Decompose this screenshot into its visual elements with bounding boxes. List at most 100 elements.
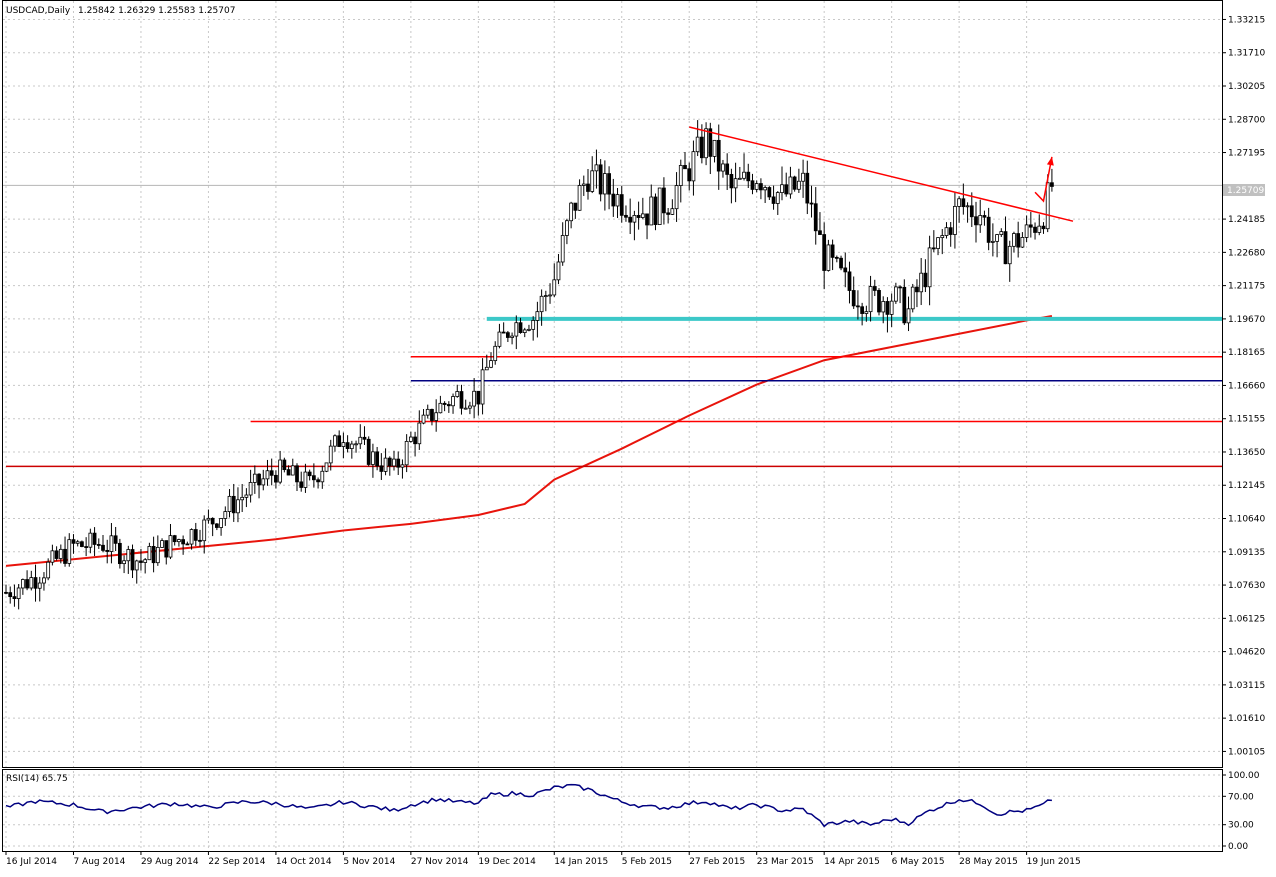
candle-body <box>864 311 869 314</box>
rsi-frame <box>2 769 1223 852</box>
x-tick-label: 22 Sep 2014 <box>208 857 265 867</box>
candle-body <box>109 535 114 552</box>
candle-body <box>522 329 527 333</box>
candle-body <box>383 457 388 472</box>
candle-body <box>164 540 169 558</box>
candle-body <box>581 183 586 186</box>
candle-body <box>931 247 936 250</box>
candle-body <box>775 192 780 204</box>
candle-body <box>354 443 358 446</box>
candle-body <box>759 183 763 191</box>
ma-line <box>5 315 1053 567</box>
candle-body <box>885 301 890 315</box>
y-tick-label: 1.24185 <box>1228 215 1265 225</box>
y-tick-label: 1.01610 <box>1228 714 1265 724</box>
moving-average <box>5 315 1053 567</box>
grid <box>3 1 1222 851</box>
candle-body <box>780 184 784 193</box>
projection-arrow <box>1034 156 1053 203</box>
candle-body <box>307 471 312 477</box>
candle-body <box>957 198 962 207</box>
candle-body <box>417 422 422 445</box>
x-tick-label: 14 Oct 2014 <box>276 857 332 867</box>
y-tick-label: 1.27195 <box>1228 149 1265 159</box>
candle-body <box>484 366 489 371</box>
candle-body <box>219 518 223 528</box>
candle-body <box>834 256 839 259</box>
candle-body <box>953 205 957 235</box>
candle-body <box>602 173 607 195</box>
candle-body <box>33 577 38 589</box>
candle-body <box>818 230 822 235</box>
candle-body <box>227 495 232 512</box>
candle-body <box>189 529 194 545</box>
candle-body <box>493 345 498 362</box>
candle-body <box>274 474 278 483</box>
x-tick-label: 19 Dec 2014 <box>478 857 536 867</box>
candle-body <box>265 470 270 480</box>
candle-body <box>282 459 287 471</box>
x-tick-label: 6 May 2015 <box>892 857 945 867</box>
candle-body <box>742 171 746 179</box>
candle-body <box>657 187 662 225</box>
candle-body <box>640 213 645 218</box>
symbol-label: USDCAD,Daily <box>6 6 71 16</box>
candle-body <box>1033 226 1037 233</box>
candle-body <box>531 320 536 330</box>
candle-body <box>480 369 485 405</box>
candle-body <box>117 542 122 565</box>
candle-body <box>919 272 924 293</box>
candle-body <box>995 234 999 242</box>
candle-body <box>105 549 110 552</box>
candle-body <box>155 547 160 564</box>
candle-body <box>505 332 510 338</box>
candle-body <box>1020 237 1025 248</box>
rsi-y-tick-label: 70.00 <box>1228 792 1254 802</box>
candle-body <box>160 540 164 548</box>
candle-body <box>134 560 139 571</box>
y-tick-label: 1.33215 <box>1228 15 1265 25</box>
candle-body <box>556 261 561 281</box>
candle-body <box>974 216 978 226</box>
candle-body <box>510 335 514 338</box>
candle-body <box>12 596 17 599</box>
candle-body <box>792 176 797 190</box>
candle-body <box>670 208 675 215</box>
candle-body <box>214 523 219 528</box>
candle-body <box>459 391 464 409</box>
candle-body <box>84 546 89 548</box>
candle-body <box>147 546 152 561</box>
candle-body <box>699 136 704 159</box>
candle-body <box>8 592 13 598</box>
candle-body <box>948 227 953 235</box>
candle-body <box>404 441 409 466</box>
candle-body <box>805 172 810 204</box>
candle-body <box>455 391 460 397</box>
y-tick-label: 1.00105 <box>1228 747 1265 757</box>
candle-body <box>628 216 633 223</box>
candle-body <box>240 496 245 501</box>
candle-body <box>881 301 886 313</box>
candle-body <box>345 442 350 449</box>
candle-body <box>210 517 215 525</box>
candle-body <box>636 215 641 218</box>
candle-body <box>4 591 8 594</box>
rsi-y-tick-label: 0.00 <box>1228 842 1248 852</box>
y-tick-label: 1.15155 <box>1228 415 1265 425</box>
candles <box>4 120 1054 610</box>
candle-body <box>379 465 384 472</box>
candle-body <box>29 577 34 589</box>
x-tick-label: 27 Feb 2015 <box>689 857 745 867</box>
candle-body <box>982 215 987 218</box>
candle-body <box>674 185 679 210</box>
candle-body <box>915 286 919 293</box>
time-axis: 16 Jul 2014 7 Aug 2014 29 Aug 2014 22 Sep 2… <box>5 851 1081 867</box>
candle-body <box>46 561 51 579</box>
candle-body <box>539 295 544 313</box>
rsi-y-tick-label: 30.00 <box>1228 821 1254 831</box>
candle-body <box>130 549 135 571</box>
candle-body <box>442 402 447 405</box>
y-tick-label: 1.10640 <box>1228 515 1265 525</box>
candle-body <box>303 471 308 488</box>
